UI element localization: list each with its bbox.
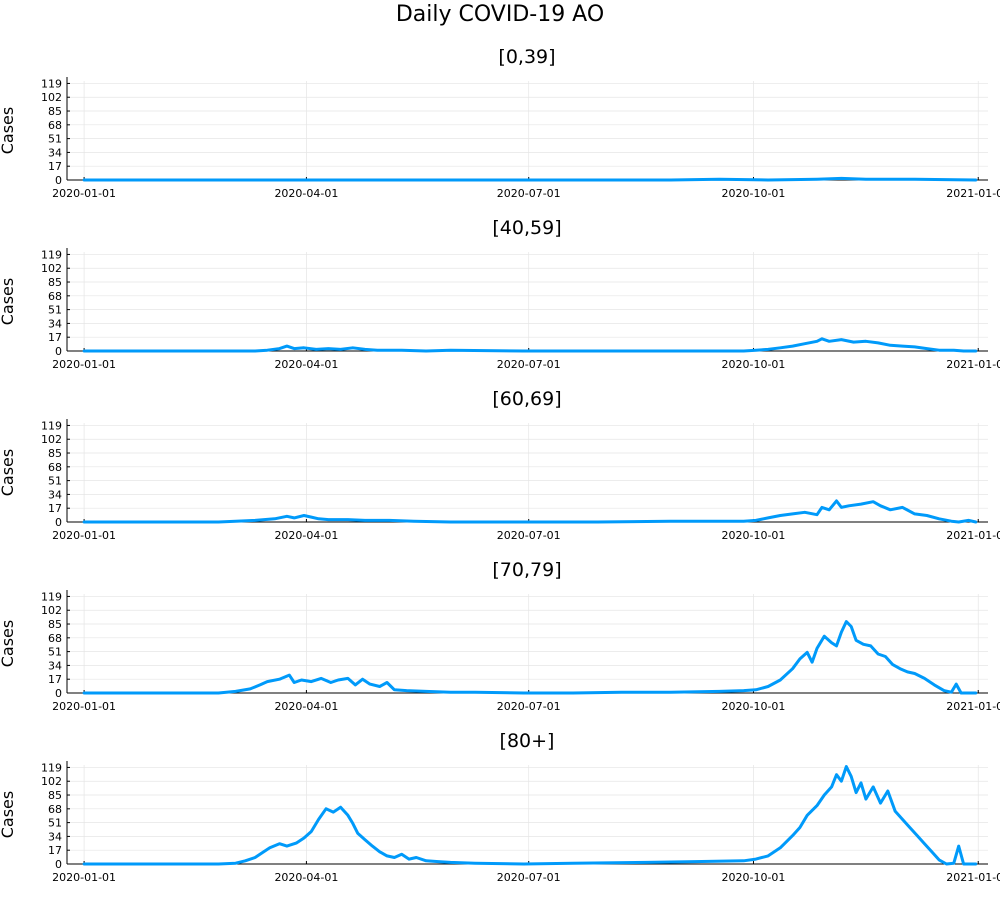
x-tick-label: 2020-01-01 [52, 358, 116, 371]
y-tick-label: 119 [41, 77, 62, 90]
x-tick-label: 2020-04-01 [274, 700, 338, 713]
y-tick-label: 0 [55, 516, 62, 529]
x-tick-label: 2020-07-01 [497, 529, 561, 542]
x-tick-label: 2021-01-01 [946, 529, 1000, 542]
x-tick-label: 2020-01-01 [52, 871, 116, 884]
x-tick-label: 2020-04-01 [274, 871, 338, 884]
x-tick-label: 2020-01-01 [52, 187, 116, 200]
panel-title: [0,39] [498, 46, 555, 68]
y-tick-label: 102 [41, 604, 62, 617]
y-tick-label: 68 [48, 461, 62, 474]
series-line [82, 620, 978, 695]
y-tick-label: 0 [55, 345, 62, 358]
y-tick-label: 68 [48, 803, 62, 816]
x-tick-label: 2020-07-01 [497, 358, 561, 371]
y-tick-label: 68 [48, 632, 62, 645]
y-tick-label: 85 [48, 447, 62, 460]
y-axis-label: Cases [0, 449, 17, 497]
y-axis-label: Cases [0, 620, 17, 668]
y-tick-label: 85 [48, 789, 62, 802]
series-line [82, 765, 978, 866]
x-tick-label: 2020-04-01 [274, 187, 338, 200]
y-tick-label: 51 [48, 304, 62, 317]
series-line [82, 499, 978, 524]
x-tick-label: 2020-10-01 [722, 358, 786, 371]
y-tick-label: 17 [48, 160, 62, 173]
y-tick-label: 17 [48, 502, 62, 515]
y-tick-label: 34 [48, 830, 62, 843]
panel-title: [80+] [500, 730, 555, 752]
y-tick-label: 119 [41, 419, 62, 432]
y-tick-label: 68 [48, 119, 62, 132]
y-tick-label: 0 [55, 858, 62, 871]
x-tick-label: 2020-07-01 [497, 187, 561, 200]
x-tick-label: 2021-01-01 [946, 700, 1000, 713]
y-tick-label: 17 [48, 844, 62, 857]
y-tick-label: 51 [48, 133, 62, 146]
x-tick-label: 2020-01-01 [52, 700, 116, 713]
x-tick-label: 2021-01-01 [946, 358, 1000, 371]
y-tick-label: 34 [48, 317, 62, 330]
y-tick-label: 51 [48, 817, 62, 830]
x-tick-label: 2020-10-01 [722, 700, 786, 713]
y-axis-label: Cases [0, 278, 17, 326]
x-tick-label: 2020-04-01 [274, 358, 338, 371]
y-tick-label: 85 [48, 618, 62, 631]
x-tick-label: 2020-07-01 [497, 700, 561, 713]
y-tick-label: 34 [48, 146, 62, 159]
panel-title: [60,69] [492, 388, 561, 410]
y-axis-label: Cases [0, 791, 17, 839]
x-tick-label: 2021-01-01 [946, 187, 1000, 200]
y-tick-label: 0 [55, 687, 62, 700]
y-tick-label: 68 [48, 290, 62, 303]
x-tick-label: 2020-10-01 [722, 187, 786, 200]
chart-title: Daily COVID-19 AO [395, 2, 605, 27]
series-line [82, 176, 978, 182]
x-tick-label: 2020-01-01 [52, 529, 116, 542]
x-tick-label: 2020-04-01 [274, 529, 338, 542]
y-tick-label: 102 [41, 433, 62, 446]
x-tick-label: 2020-10-01 [722, 529, 786, 542]
y-tick-label: 119 [41, 761, 62, 774]
y-tick-label: 51 [48, 646, 62, 659]
y-tick-label: 102 [41, 262, 62, 275]
y-tick-label: 119 [41, 590, 62, 603]
y-tick-label: 34 [48, 488, 62, 501]
y-tick-label: 102 [41, 91, 62, 104]
x-tick-label: 2021-01-01 [946, 871, 1000, 884]
y-tick-label: 119 [41, 248, 62, 261]
y-tick-label: 17 [48, 673, 62, 686]
panel-title: [40,59] [492, 217, 561, 239]
y-tick-label: 51 [48, 475, 62, 488]
y-tick-label: 34 [48, 659, 62, 672]
y-tick-label: 17 [48, 331, 62, 344]
x-tick-label: 2020-10-01 [722, 871, 786, 884]
y-tick-label: 0 [55, 174, 62, 187]
y-tick-label: 85 [48, 105, 62, 118]
x-tick-label: 2020-07-01 [497, 871, 561, 884]
y-tick-label: 102 [41, 775, 62, 788]
y-tick-label: 85 [48, 276, 62, 289]
panel-title: [70,79] [492, 559, 561, 581]
y-axis-label: Cases [0, 107, 17, 155]
series-line [82, 337, 978, 353]
